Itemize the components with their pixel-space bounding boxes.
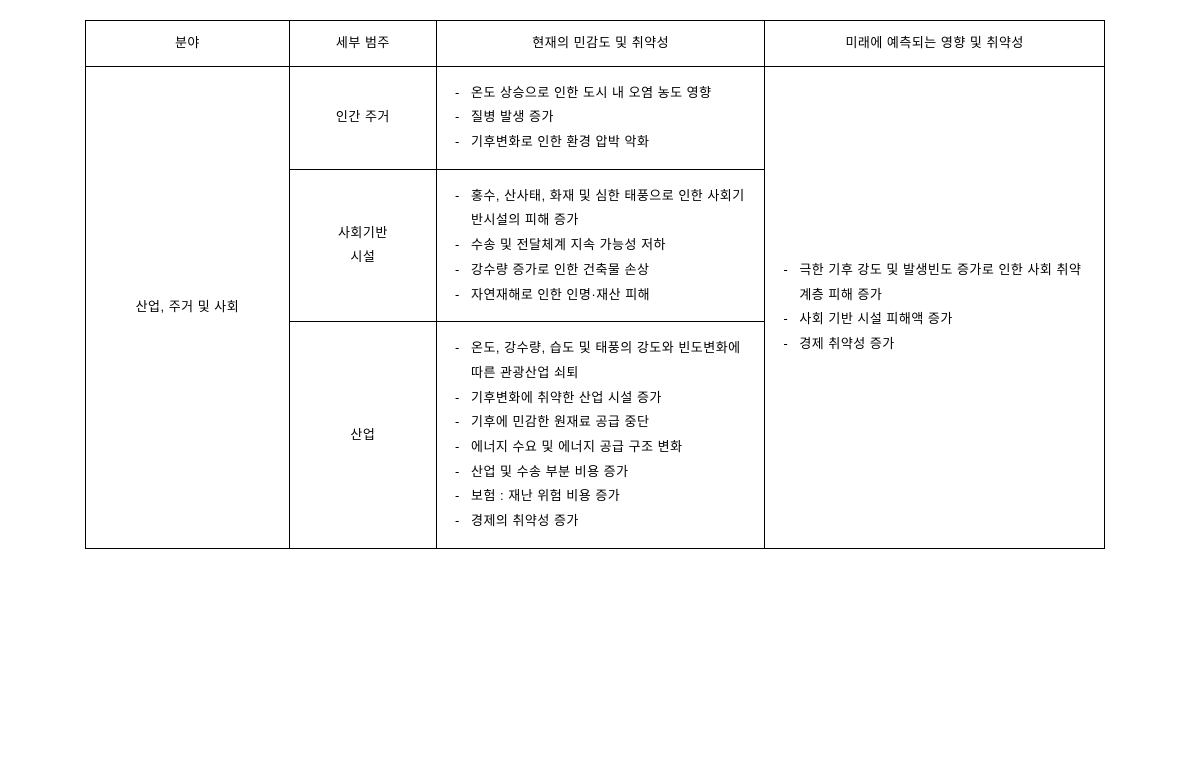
header-current: 현재의 민감도 및 취약성 — [436, 21, 764, 67]
current-list: 온도, 강수량, 습도 및 태풍의 강도와 빈도변화에 따른 관광산업 쇠퇴기후… — [453, 336, 748, 534]
list-item: 자연재해로 인한 인명·재산 피해 — [453, 283, 748, 308]
list-item: 사회 기반 시설 피해액 증가 — [781, 307, 1088, 332]
current-cell: 온도 상승으로 인한 도시 내 오염 농도 영향질병 발생 증가기후변화로 인한… — [436, 66, 764, 169]
subcategory-cell: 인간 주거 — [289, 66, 436, 169]
list-item: 온도 상승으로 인한 도시 내 오염 농도 영향 — [453, 81, 748, 106]
list-item: 질병 발생 증가 — [453, 105, 748, 130]
future-cell: 극한 기후 강도 및 발생빈도 증가로 인한 사회 취약 계층 피해 증가사회 … — [765, 66, 1105, 548]
table-row: 산업, 주거 및 사회 인간 주거 온도 상승으로 인한 도시 내 오염 농도 … — [86, 66, 1105, 169]
list-item: 경제의 취약성 증가 — [453, 509, 748, 534]
header-future: 미래에 예측되는 영향 및 취약성 — [765, 21, 1105, 67]
domain-cell: 산업, 주거 및 사회 — [86, 66, 290, 548]
header-subcategory: 세부 범주 — [289, 21, 436, 67]
current-list: 온도 상승으로 인한 도시 내 오염 농도 영향질병 발생 증가기후변화로 인한… — [453, 81, 748, 155]
list-item: 수송 및 전달체계 지속 가능성 저하 — [453, 233, 748, 258]
list-item: 에너지 수요 및 에너지 공급 구조 변화 — [453, 435, 748, 460]
subcategory-cell: 사회기반시설 — [289, 169, 436, 321]
subcategory-cell: 산업 — [289, 322, 436, 549]
list-item: 극한 기후 강도 및 발생빈도 증가로 인한 사회 취약 계층 피해 증가 — [781, 258, 1088, 307]
list-item: 강수량 증가로 인한 건축물 손상 — [453, 258, 748, 283]
header-domain: 분야 — [86, 21, 290, 67]
list-item: 기후에 민감한 원재료 공급 중단 — [453, 410, 748, 435]
current-cell: 홍수, 산사태, 화재 및 심한 태풍으로 인한 사회기반시설의 피해 증가수송… — [436, 169, 764, 321]
list-item: 온도, 강수량, 습도 및 태풍의 강도와 빈도변화에 따른 관광산업 쇠퇴 — [453, 336, 748, 385]
table-body: 산업, 주거 및 사회 인간 주거 온도 상승으로 인한 도시 내 오염 농도 … — [86, 66, 1105, 548]
list-item: 경제 취약성 증가 — [781, 332, 1088, 357]
list-item: 홍수, 산사태, 화재 및 심한 태풍으로 인한 사회기반시설의 피해 증가 — [453, 184, 748, 233]
list-item: 산업 및 수송 부분 비용 증가 — [453, 460, 748, 485]
current-list: 홍수, 산사태, 화재 및 심한 태풍으로 인한 사회기반시설의 피해 증가수송… — [453, 184, 748, 307]
list-item: 기후변화로 인한 환경 압박 악화 — [453, 130, 748, 155]
future-list: 극한 기후 강도 및 발생빈도 증가로 인한 사회 취약 계층 피해 증가사회 … — [781, 258, 1088, 357]
list-item: 보험 : 재난 위험 비용 증가 — [453, 484, 748, 509]
vulnerability-table: 분야 세부 범주 현재의 민감도 및 취약성 미래에 예측되는 영향 및 취약성… — [85, 20, 1105, 549]
current-cell: 온도, 강수량, 습도 및 태풍의 강도와 빈도변화에 따른 관광산업 쇠퇴기후… — [436, 322, 764, 549]
list-item: 기후변화에 취약한 산업 시설 증가 — [453, 386, 748, 411]
table-header-row: 분야 세부 범주 현재의 민감도 및 취약성 미래에 예측되는 영향 및 취약성 — [86, 21, 1105, 67]
